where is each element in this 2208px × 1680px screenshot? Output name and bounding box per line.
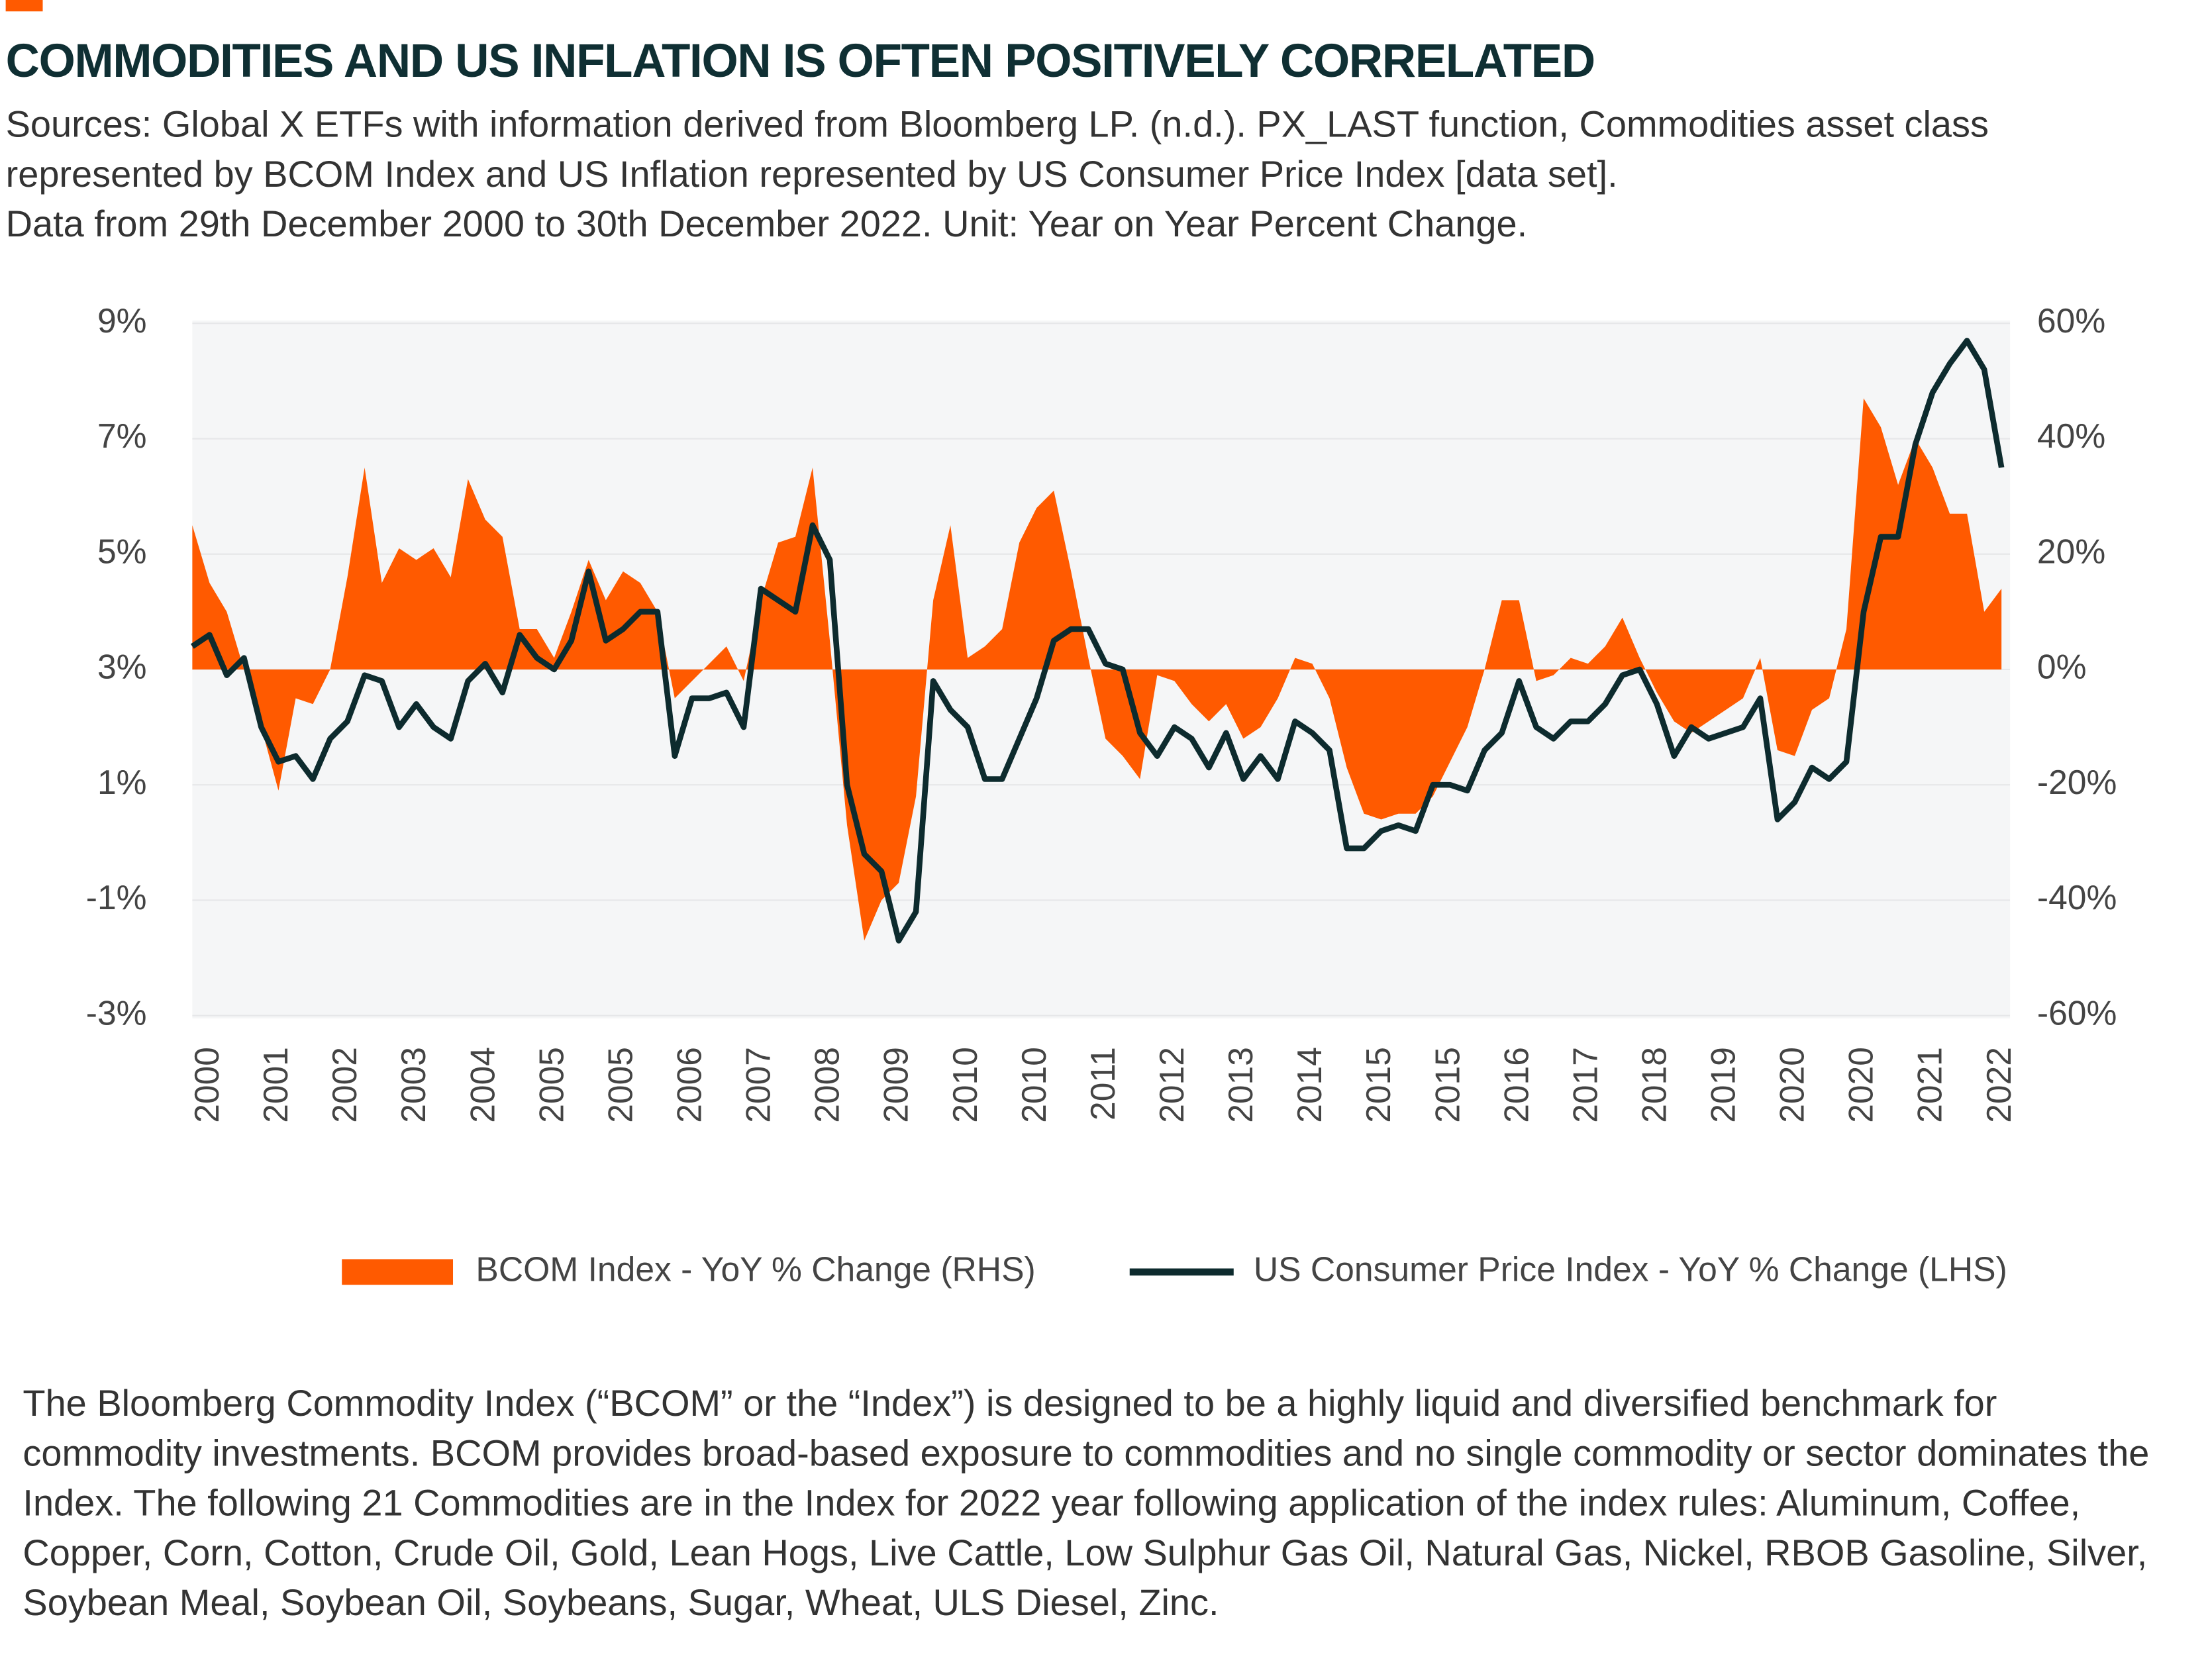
- x-tick-label: 2000: [187, 1047, 226, 1123]
- x-tick-label: 2014: [1290, 1047, 1329, 1123]
- y-tick-label: 5%: [97, 532, 147, 570]
- x-tick-label: 2021: [1911, 1047, 1949, 1123]
- x-tick-label: 2005: [601, 1047, 639, 1123]
- subtitle-line: Sources: Global X ETFs with information …: [5, 102, 1989, 146]
- x-tick-label: 2010: [946, 1047, 984, 1123]
- x-tick-label: 2013: [1221, 1047, 1260, 1123]
- x-tick-label: 2012: [1152, 1047, 1191, 1123]
- x-tick-label: 2008: [808, 1047, 846, 1123]
- legend-label: BCOM Index - YoY % Change (RHS): [476, 1250, 1035, 1288]
- y2-tick-label: 40%: [2037, 417, 2105, 455]
- y-tick-label: -1%: [86, 878, 147, 916]
- subtitle-line: represented by BCOM Index and US Inflati…: [5, 152, 1618, 195]
- y-tick-label: 1%: [97, 763, 147, 801]
- x-tick-label: 2017: [1566, 1047, 1604, 1123]
- y2-tick-label: -60%: [2037, 993, 2117, 1032]
- y-tick-label: 9%: [97, 301, 147, 340]
- y-tick-label: 7%: [97, 417, 147, 455]
- footnote: The Bloomberg Commodity Index (“BCOM” or…: [23, 1381, 2150, 1624]
- x-tick-label: 2007: [739, 1047, 778, 1123]
- y-tick-label: 3%: [97, 648, 147, 686]
- x-tick-label: 2020: [1842, 1047, 1880, 1123]
- x-tick-label: 2003: [394, 1047, 432, 1123]
- legend-swatch: [342, 1259, 454, 1285]
- subtitle-line: Data from 29th December 2000 to 30th Dec…: [5, 202, 1528, 245]
- x-tick-label: 2020: [1773, 1047, 1811, 1123]
- x-tick-label: 2018: [1634, 1047, 1673, 1123]
- x-tick-label: 2022: [1980, 1047, 2018, 1123]
- area: [192, 398, 2002, 941]
- x-tick-label: 2019: [1704, 1047, 1742, 1123]
- subtitle: Sources: Global X ETFs with information …: [6, 100, 1989, 250]
- y2-tick-label: 60%: [2037, 301, 2105, 340]
- x-tick-label: 2015: [1359, 1047, 1397, 1123]
- x-tick-label: 2004: [463, 1047, 501, 1123]
- line: [190, 338, 2005, 944]
- x-tick-label: 2001: [256, 1047, 295, 1123]
- legend-label: US Consumer Price Index - YoY % Change (…: [1254, 1250, 2007, 1288]
- y2-tick-label: -20%: [2037, 763, 2117, 801]
- chart-title: COMMODITIES AND US INFLATION IS OFTEN PO…: [5, 34, 1595, 87]
- x-tick-label: 2005: [532, 1047, 570, 1123]
- y2-tick-label: 20%: [2037, 532, 2105, 570]
- x-tick-label: 2015: [1428, 1047, 1466, 1123]
- x-tick-label: 2011: [1083, 1047, 1122, 1120]
- accent-bar: [5, 0, 43, 12]
- y2-tick-label: -40%: [2037, 878, 2117, 916]
- x-tick-label: 2006: [670, 1047, 709, 1123]
- x-tick-label: 2009: [877, 1047, 915, 1123]
- y-tick-label: -3%: [86, 993, 147, 1032]
- x-tick-label: 2016: [1497, 1047, 1535, 1123]
- x-tick-label: 2002: [325, 1047, 364, 1123]
- y2-tick-label: 0%: [2037, 648, 2087, 686]
- chart: -3% -1% 1% 3% 5% 7% 9% -60% -40% -20% 0% 20% 40% 60% 2…: [86, 301, 2117, 1289]
- x-tick-label: 2010: [1015, 1047, 1053, 1123]
